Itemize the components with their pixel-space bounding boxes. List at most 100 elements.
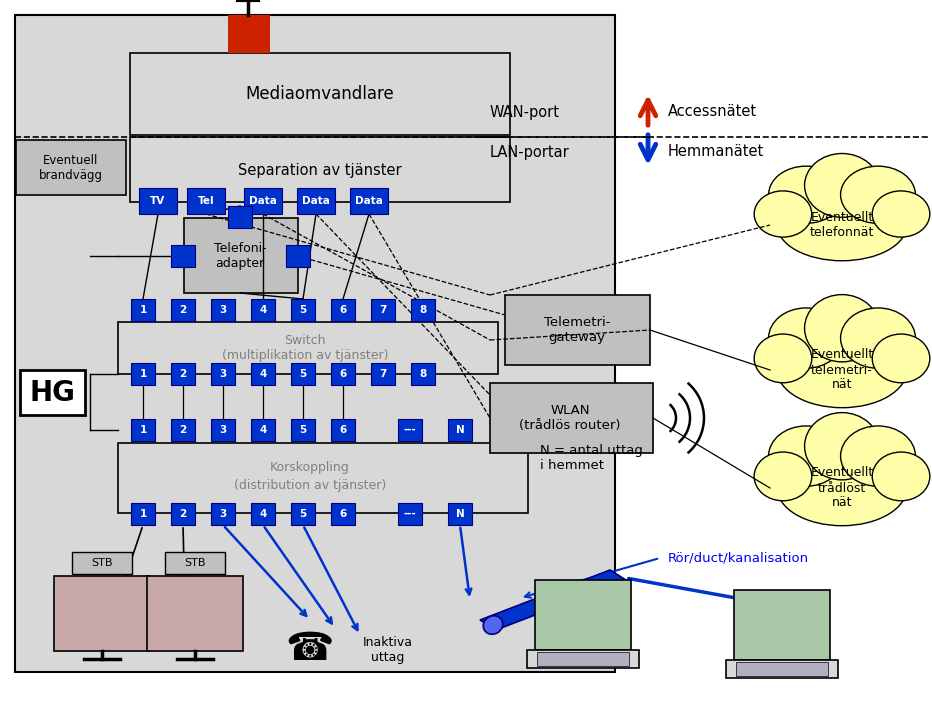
Text: Accessnätet: Accessnätet bbox=[668, 105, 757, 120]
Bar bbox=[734, 590, 830, 660]
Bar bbox=[291, 363, 315, 385]
Text: N = antal uttag
i hemmet: N = antal uttag i hemmet bbox=[540, 444, 643, 472]
Text: WLAN
(trådlös router): WLAN (trådlös router) bbox=[519, 404, 621, 432]
Bar bbox=[251, 503, 275, 525]
Bar bbox=[147, 576, 243, 651]
Text: 3: 3 bbox=[219, 369, 226, 379]
Text: 1: 1 bbox=[140, 509, 146, 519]
Text: Switch: Switch bbox=[284, 334, 326, 347]
Bar bbox=[171, 245, 195, 267]
Bar bbox=[251, 299, 275, 321]
Text: Telemetri-
gateway: Telemetri- gateway bbox=[543, 316, 610, 344]
Text: 2: 2 bbox=[179, 425, 186, 435]
Text: 7: 7 bbox=[379, 369, 387, 379]
Ellipse shape bbox=[483, 616, 502, 634]
Polygon shape bbox=[480, 570, 626, 630]
Bar bbox=[211, 363, 235, 385]
Text: 6: 6 bbox=[339, 305, 347, 315]
Text: Eventuellt
trådlöst
nät: Eventuellt trådlöst nät bbox=[811, 467, 873, 510]
Text: 4: 4 bbox=[259, 425, 267, 435]
Text: 3: 3 bbox=[219, 305, 226, 315]
Ellipse shape bbox=[872, 191, 930, 237]
Ellipse shape bbox=[754, 191, 812, 237]
Text: ---: --- bbox=[404, 425, 417, 435]
Text: 8: 8 bbox=[419, 305, 427, 315]
Ellipse shape bbox=[872, 334, 930, 383]
Text: Tel: Tel bbox=[198, 196, 214, 206]
Text: Korskoppling: Korskoppling bbox=[270, 460, 350, 473]
Bar bbox=[131, 419, 155, 441]
Bar bbox=[16, 140, 126, 195]
Bar bbox=[537, 652, 629, 666]
Text: 7: 7 bbox=[379, 305, 387, 315]
Text: 2: 2 bbox=[179, 509, 186, 519]
Bar bbox=[228, 15, 270, 53]
Text: 5: 5 bbox=[299, 369, 307, 379]
Text: Data: Data bbox=[302, 196, 330, 206]
Text: WAN-port: WAN-port bbox=[490, 105, 560, 120]
Text: Eventuellt
telefonnät: Eventuellt telefonnät bbox=[810, 211, 874, 239]
Text: Inaktiva
uttag: Inaktiva uttag bbox=[363, 636, 413, 664]
Bar bbox=[331, 503, 355, 525]
Ellipse shape bbox=[841, 166, 915, 223]
Bar bbox=[291, 299, 315, 321]
Bar bbox=[331, 299, 355, 321]
Text: 5: 5 bbox=[299, 305, 307, 315]
Text: ☎: ☎ bbox=[286, 630, 335, 668]
Bar bbox=[171, 419, 195, 441]
Text: 4: 4 bbox=[259, 509, 267, 519]
Bar bbox=[291, 419, 315, 441]
Text: 2: 2 bbox=[179, 369, 186, 379]
Bar bbox=[131, 299, 155, 321]
Bar bbox=[131, 363, 155, 385]
Bar bbox=[398, 503, 422, 525]
Bar bbox=[251, 419, 275, 441]
Text: 6: 6 bbox=[339, 425, 347, 435]
Bar bbox=[171, 363, 195, 385]
Bar bbox=[411, 299, 435, 321]
Bar bbox=[54, 576, 150, 651]
Bar bbox=[448, 419, 472, 441]
Bar bbox=[398, 419, 422, 441]
Text: 5: 5 bbox=[299, 425, 307, 435]
Text: N: N bbox=[456, 509, 464, 519]
Bar bbox=[165, 552, 225, 574]
Ellipse shape bbox=[872, 452, 930, 500]
Text: 5: 5 bbox=[299, 509, 307, 519]
Ellipse shape bbox=[777, 189, 907, 261]
Ellipse shape bbox=[777, 450, 907, 526]
Bar bbox=[251, 363, 275, 385]
Ellipse shape bbox=[804, 153, 880, 217]
Text: Rör/duct/kanalisation: Rör/duct/kanalisation bbox=[668, 551, 809, 564]
Text: 8: 8 bbox=[419, 369, 427, 379]
Text: STB: STB bbox=[91, 558, 113, 568]
Text: ---: --- bbox=[404, 509, 417, 519]
Bar bbox=[505, 295, 650, 365]
Text: 4: 4 bbox=[259, 305, 267, 315]
Bar bbox=[331, 419, 355, 441]
Bar bbox=[228, 206, 252, 228]
Ellipse shape bbox=[841, 308, 915, 368]
Text: Eventuellt
telemetri-
nät: Eventuellt telemetri- nät bbox=[811, 349, 873, 392]
Bar bbox=[286, 245, 310, 267]
Bar bbox=[171, 299, 195, 321]
Text: 1: 1 bbox=[140, 369, 146, 379]
Text: Data: Data bbox=[355, 196, 383, 206]
Text: STB: STB bbox=[185, 558, 206, 568]
Bar bbox=[20, 370, 85, 415]
Bar bbox=[371, 363, 395, 385]
Bar bbox=[15, 15, 615, 672]
Text: Data: Data bbox=[249, 196, 277, 206]
Bar bbox=[139, 188, 177, 214]
Text: HG: HG bbox=[29, 379, 75, 407]
Bar bbox=[490, 383, 653, 453]
Text: 3: 3 bbox=[219, 509, 226, 519]
Ellipse shape bbox=[841, 426, 915, 486]
Text: Separation av tjänster: Separation av tjänster bbox=[239, 163, 402, 178]
Bar bbox=[130, 53, 510, 135]
Bar bbox=[350, 188, 388, 214]
Bar bbox=[371, 299, 395, 321]
Bar bbox=[535, 580, 631, 650]
Bar bbox=[448, 503, 472, 525]
Text: 4: 4 bbox=[259, 369, 267, 379]
